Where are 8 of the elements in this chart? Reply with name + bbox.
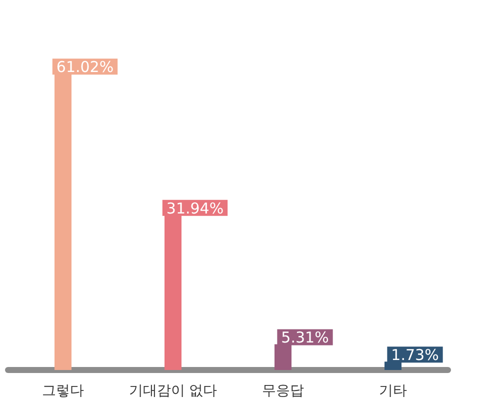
x-tick-label: 기타 (379, 383, 407, 399)
x-tick-label: 그렇다 (42, 383, 84, 399)
data-label: 1.73% (391, 346, 439, 364)
x-tick-label: 기대감이 없다 (128, 383, 218, 399)
data-label: 5.31% (281, 328, 329, 347)
data-label: 31.94% (166, 199, 224, 218)
x-tick-label: 무응답 (262, 383, 304, 399)
data-label: 61.02% (56, 58, 114, 76)
